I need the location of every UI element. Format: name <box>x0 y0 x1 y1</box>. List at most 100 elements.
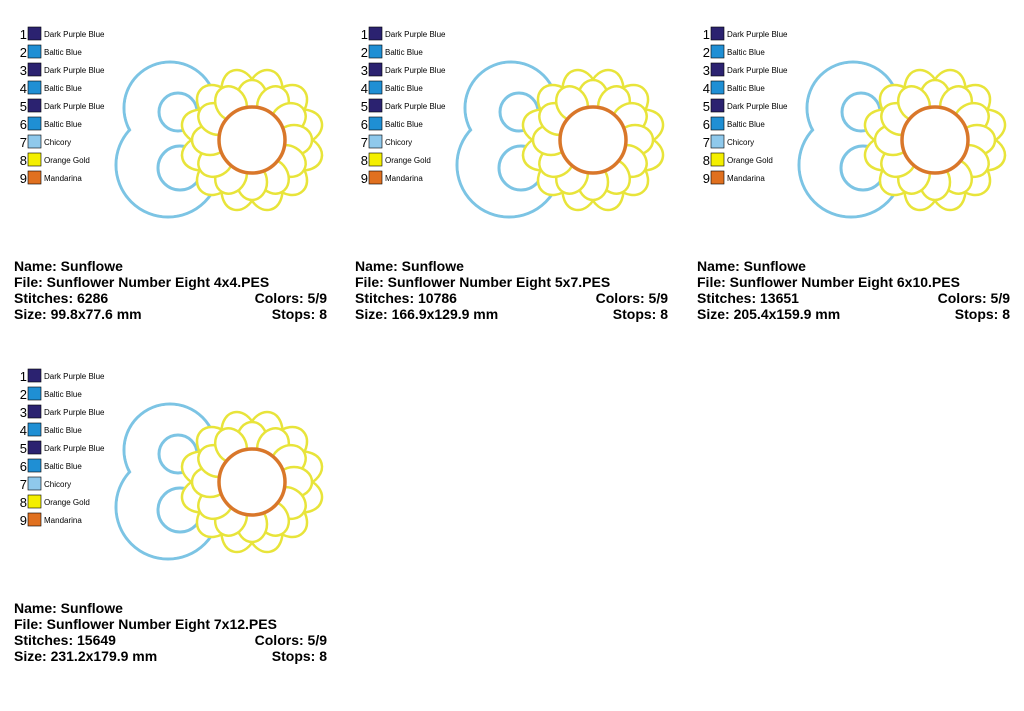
color-number: 2 <box>20 45 27 60</box>
color-swatch <box>368 116 383 131</box>
color-name: Dark Purple Blue <box>44 66 105 75</box>
color-name: Baltic Blue <box>385 120 423 129</box>
color-swatch <box>27 422 42 437</box>
color-name: Mandarina <box>44 174 82 183</box>
color-name: Dark Purple Blue <box>44 444 105 453</box>
color-swatch <box>27 440 42 455</box>
color-number: 2 <box>361 45 368 60</box>
color-number: 9 <box>703 171 710 186</box>
color-number: 1 <box>20 27 27 42</box>
color-swatch <box>27 404 42 419</box>
design-file: File: Sunflower Number Eight 6x10.PES <box>697 274 960 290</box>
color-name: Chicory <box>44 138 71 147</box>
color-name: Dark Purple Blue <box>385 102 446 111</box>
color-number: 4 <box>703 81 710 96</box>
color-swatch <box>368 98 383 113</box>
color-number: 7 <box>20 477 27 492</box>
design-size: Size: 205.4x159.9 mm <box>697 306 840 322</box>
color-name: Chicory <box>385 138 412 147</box>
design-stops: Stops: 8 <box>613 306 668 322</box>
flower-center <box>217 447 287 517</box>
flower-center <box>900 105 970 175</box>
color-number: 7 <box>703 135 710 150</box>
color-swatch <box>710 152 725 167</box>
color-swatch <box>27 512 42 527</box>
color-swatch <box>710 116 725 131</box>
design-file: File: Sunflower Number Eight 7x12.PES <box>14 616 277 632</box>
design-artwork <box>797 60 1007 219</box>
design-stitches: Stitches: 6286 <box>14 290 108 306</box>
color-swatch <box>27 476 42 491</box>
color-name: Baltic Blue <box>44 426 82 435</box>
color-name: Dark Purple Blue <box>727 66 788 75</box>
color-swatch <box>368 44 383 59</box>
color-name: Mandarina <box>727 174 765 183</box>
color-name: Mandarina <box>44 516 82 525</box>
color-name: Orange Gold <box>44 156 90 165</box>
color-number: 2 <box>703 45 710 60</box>
flower-center <box>558 105 628 175</box>
color-number: 8 <box>703 153 710 168</box>
design-stitches: Stitches: 15649 <box>14 632 116 648</box>
color-number: 5 <box>20 441 27 456</box>
color-number: 8 <box>20 495 27 510</box>
color-swatch <box>368 26 383 41</box>
design-name: Name: Sunflowe <box>697 258 806 274</box>
color-name: Orange Gold <box>385 156 431 165</box>
design-stitches: Stitches: 13651 <box>697 290 799 306</box>
design-name: Name: Sunflowe <box>14 600 123 616</box>
color-name: Baltic Blue <box>727 120 765 129</box>
color-name: Dark Purple Blue <box>727 102 788 111</box>
flower-center <box>217 105 287 175</box>
design-file: File: Sunflower Number Eight 4x4.PES <box>14 274 269 290</box>
color-number: 6 <box>20 459 27 474</box>
color-swatch <box>27 26 42 41</box>
color-number: 4 <box>361 81 368 96</box>
color-name: Baltic Blue <box>44 48 82 57</box>
design-artwork <box>114 60 324 219</box>
color-swatch <box>27 152 42 167</box>
design-colors: Colors: 5/9 <box>596 290 669 306</box>
color-number: 9 <box>20 171 27 186</box>
color-name: Baltic Blue <box>44 390 82 399</box>
color-swatch <box>27 98 42 113</box>
color-swatch <box>27 134 42 149</box>
color-swatch <box>368 170 383 185</box>
color-swatch <box>27 386 42 401</box>
color-number: 7 <box>361 135 368 150</box>
design-stops: Stops: 8 <box>272 306 327 322</box>
color-number: 4 <box>20 81 27 96</box>
design-colors: Colors: 5/9 <box>255 632 328 648</box>
design-size: Size: 166.9x129.9 mm <box>355 306 498 322</box>
design-artwork <box>114 402 324 561</box>
color-swatch <box>27 116 42 131</box>
color-name: Baltic Blue <box>44 84 82 93</box>
color-swatch <box>27 44 42 59</box>
color-number: 3 <box>20 405 27 420</box>
design-name: Name: Sunflowe <box>355 258 464 274</box>
color-swatch <box>710 134 725 149</box>
color-swatch <box>27 458 42 473</box>
color-name: Dark Purple Blue <box>44 102 105 111</box>
color-name: Baltic Blue <box>727 84 765 93</box>
color-swatch <box>368 134 383 149</box>
color-name: Dark Purple Blue <box>727 30 788 39</box>
color-number: 7 <box>20 135 27 150</box>
color-swatch <box>368 80 383 95</box>
color-name: Dark Purple Blue <box>44 408 105 417</box>
color-number: 1 <box>361 27 368 42</box>
color-swatch <box>27 368 42 383</box>
design-size: Size: 231.2x179.9 mm <box>14 648 157 664</box>
color-name: Orange Gold <box>44 498 90 507</box>
color-swatch <box>27 170 42 185</box>
color-number: 8 <box>20 153 27 168</box>
color-name: Baltic Blue <box>727 48 765 57</box>
color-number: 3 <box>20 63 27 78</box>
color-swatch <box>368 152 383 167</box>
color-swatch <box>710 98 725 113</box>
design-name: Name: Sunflowe <box>14 258 123 274</box>
color-name: Dark Purple Blue <box>44 372 105 381</box>
color-number: 6 <box>361 117 368 132</box>
design-panel: 1 Dark Purple Blue 2 Baltic Blue 3 Dark Purpl… <box>14 26 327 322</box>
color-name: Mandarina <box>385 174 423 183</box>
